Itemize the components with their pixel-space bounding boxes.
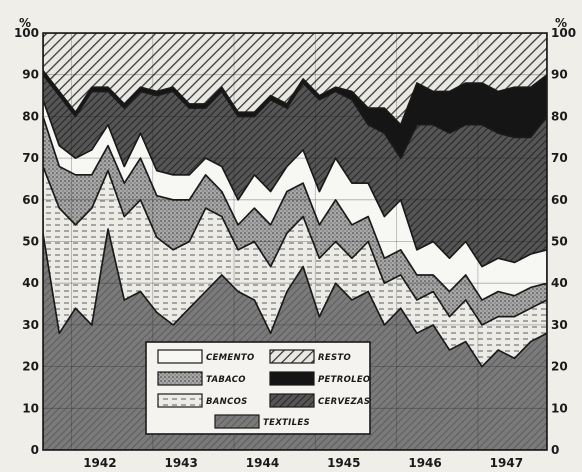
y-tick-label-right: 40 <box>551 276 568 290</box>
y-tick-label-right: 10 <box>551 401 568 415</box>
legend-label-petroleo: PETROLEO <box>318 375 370 385</box>
legend-swatch-cemento <box>157 349 203 364</box>
legend-label-textiles: TEXTILES <box>263 418 310 428</box>
x-tick-label: 1946 <box>408 456 441 470</box>
x-tick-label: 1947 <box>490 456 523 470</box>
legend-swatch-resto <box>269 349 315 364</box>
legend-label-cemento: CEMENTO <box>206 353 255 363</box>
legend-swatch-petroleo <box>269 371 315 386</box>
y-tick-label-left: 40 <box>22 276 39 290</box>
area-resto <box>43 33 547 126</box>
y-tick-label-left: 100 <box>14 26 39 40</box>
y-tick-label-right: 60 <box>551 193 568 207</box>
y-tick-label-left: 30 <box>22 318 39 332</box>
y-tick-label-left: 0 <box>31 443 39 457</box>
legend-label-bancos: BANCOS <box>206 397 248 407</box>
y-tick-label-left: 90 <box>22 68 39 82</box>
legend-swatch-textiles <box>214 414 260 429</box>
y-tick-label-right: 70 <box>551 151 568 165</box>
legend-label-tabaco: TABACO <box>206 375 246 385</box>
y-tick-label-right: 80 <box>551 109 568 123</box>
y-tick-label-right: 30 <box>551 318 568 332</box>
legend: CEMENTO RESTO TABACO PETROLEO BANCOS CERVEZAS… <box>145 341 371 435</box>
x-tick-label: 1945 <box>327 456 360 470</box>
y-tick-label-left: 50 <box>22 235 39 249</box>
y-tick-label-right: 50 <box>551 235 568 249</box>
legend-swatch-cervezas <box>269 393 315 408</box>
x-tick-label: 1942 <box>83 456 116 470</box>
legend-label-resto: RESTO <box>318 353 351 363</box>
y-tick-label-left: 20 <box>22 360 39 374</box>
percent-label-right: % <box>555 16 567 30</box>
x-tick-label: 1943 <box>164 456 197 470</box>
y-tick-label-left: 70 <box>22 151 39 165</box>
y-tick-label-right: 90 <box>551 68 568 82</box>
x-tick-label: 1944 <box>246 456 279 470</box>
plot-frame <box>42 32 548 451</box>
legend-swatch-tabaco <box>157 371 203 386</box>
legend-label-cervezas: CERVEZAS <box>318 397 370 407</box>
y-tick-label-right: 20 <box>551 360 568 374</box>
y-tick-label-right: 100 <box>551 26 576 40</box>
y-tick-label-left: 80 <box>22 109 39 123</box>
y-tick-label-right: 0 <box>551 443 559 457</box>
y-tick-label-left: 10 <box>22 401 39 415</box>
percent-label-left: % <box>19 16 31 30</box>
y-tick-label-left: 60 <box>22 193 39 207</box>
legend-swatch-bancos <box>157 393 203 408</box>
